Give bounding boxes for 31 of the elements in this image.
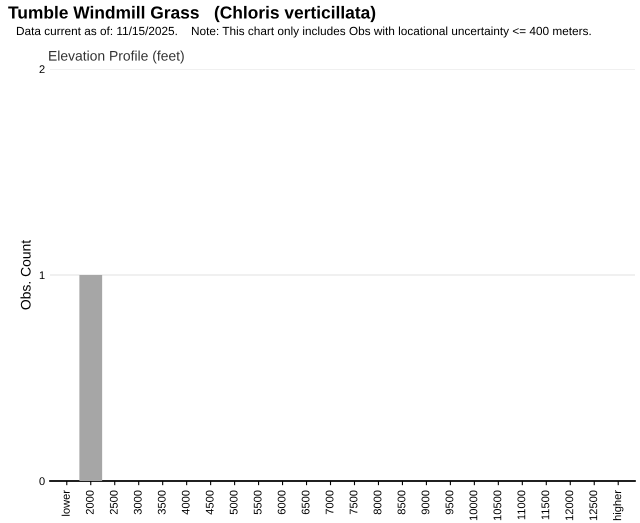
y-tick-label: 1 (40, 271, 45, 280)
x-tick-label: 4500 (206, 490, 214, 514)
x-tick-label: 5500 (254, 490, 262, 514)
x-tick-label: 7000 (326, 490, 334, 514)
x-tick-label: 3500 (158, 490, 166, 514)
x-tick-label: lower (62, 490, 70, 516)
x-tick-label: 11500 (541, 490, 550, 520)
y-tick-label: 0 (39, 477, 45, 486)
x-tick-label: 6500 (302, 490, 310, 514)
x-tick-label: 9000 (422, 490, 430, 514)
x-tick-label: 8500 (398, 490, 406, 514)
x-tick-label: 3000 (134, 490, 142, 514)
x-tick-label: 11000 (517, 490, 526, 520)
x-tick-label: 6000 (278, 490, 286, 514)
x-tick-label: 12500 (589, 490, 598, 520)
chart-subtitle: Data current as of: 11/15/2025. Note: This chart only includes Obs with locational uncertainty <= 400 meters. (16, 26, 591, 38)
x-tick-label: 9500 (446, 490, 454, 514)
x-tick-label: 8000 (374, 490, 382, 514)
x-tick-label: 10000 (469, 490, 478, 520)
y-axis-title: Obs. Count (20, 240, 31, 310)
y-tick-label: 2 (40, 65, 45, 74)
text: Elevation Profile (feet) (49, 50, 184, 64)
x-tick-label: 10500 (493, 490, 502, 520)
x-tick-label: 2000 (86, 490, 94, 514)
chart-title: Tumble Windmill Grass (Chloris verticillata) (8, 6, 376, 22)
x-tick-label: 5000 (230, 490, 238, 514)
x-tick-label: 2500 (110, 490, 118, 514)
x-tick-label: 7500 (350, 490, 358, 514)
x-tick-label: 12000 (565, 490, 574, 520)
x-tick-label: higher (613, 490, 624, 520)
x-tick-label: 4000 (182, 490, 190, 514)
